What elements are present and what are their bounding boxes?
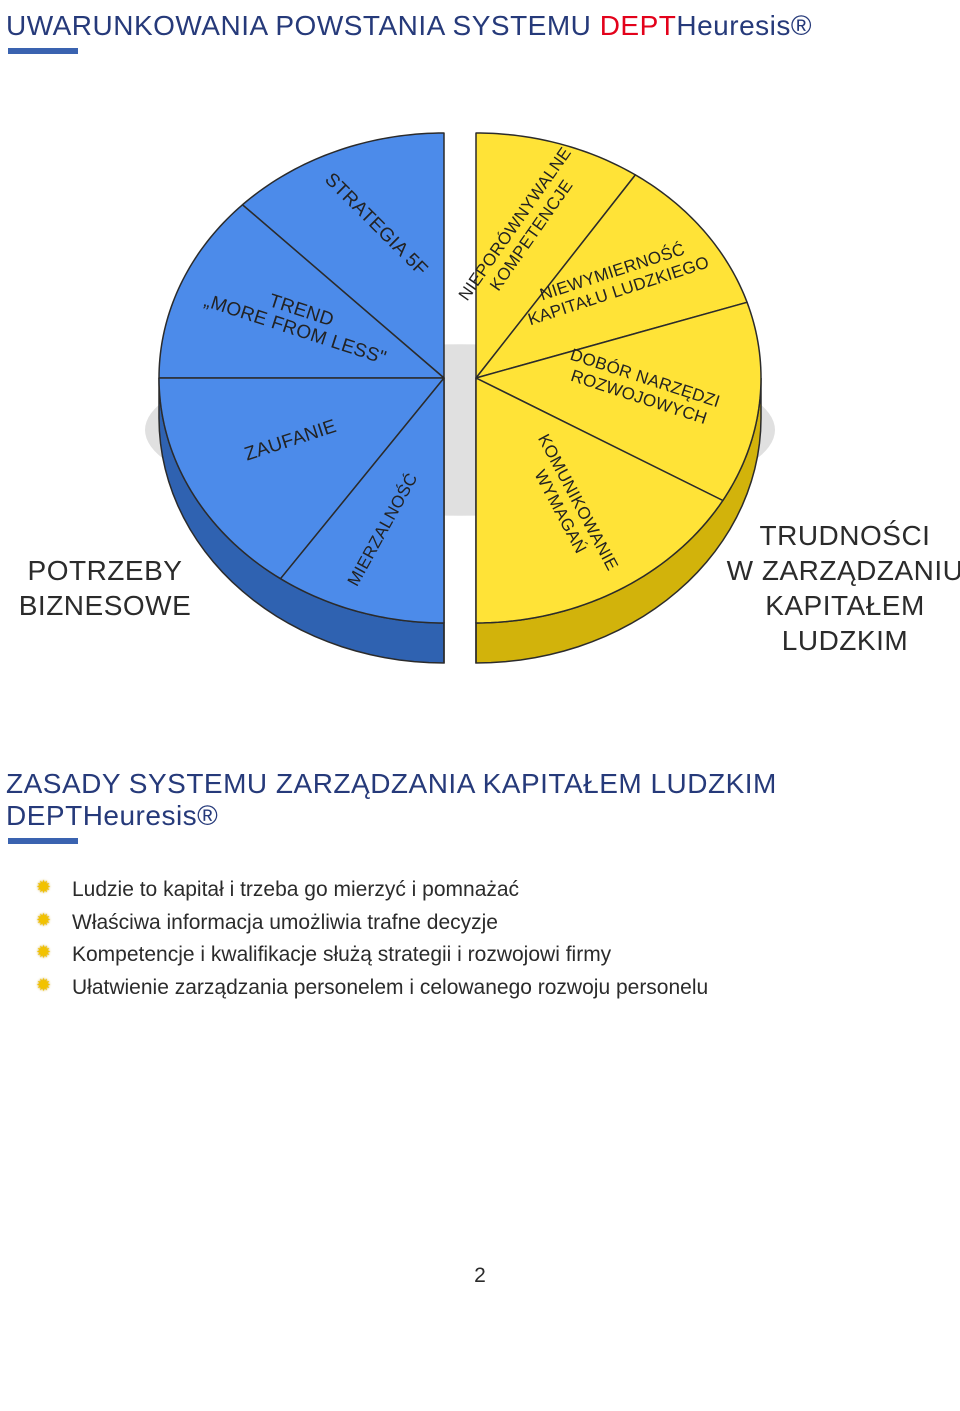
heading2-brand-a: DEPT bbox=[6, 800, 83, 831]
heading1-prefix: UWARUNKOWANIA POWSTANIA SYSTEMU bbox=[6, 10, 600, 41]
list-item: Właściwa informacja umożliwia trafne dec… bbox=[70, 907, 960, 940]
page: UWARUNKOWANIA POWSTANIA SYSTEMU DEPTHeur… bbox=[0, 10, 960, 1348]
heading2-prefix: ZASADY SYSTEMU ZARZĄDZANIA KAPITAŁEM LUD… bbox=[6, 768, 777, 799]
list-item: Kompetencje i kwalifikacje służą strateg… bbox=[70, 939, 960, 972]
side-label-right: TRUDNOŚCIW ZARZĄDZANIUKAPITAŁEMLUDZKIM bbox=[720, 518, 960, 658]
heading-rule bbox=[8, 48, 78, 54]
heading-rule-2 bbox=[8, 838, 78, 844]
side-label-left: POTRZEBYBIZNESOWE bbox=[0, 553, 210, 623]
heading-uwarunkowania: UWARUNKOWANIA POWSTANIA SYSTEMU DEPTHeur… bbox=[6, 10, 960, 42]
heading-zasady: ZASADY SYSTEMU ZARZĄDZANIA KAPITAŁEM LUD… bbox=[6, 768, 960, 832]
page-number: 2 bbox=[0, 1264, 960, 1288]
list-item: Ułatwienie zarządzania personelem i celo… bbox=[70, 972, 960, 1005]
principles-list: Ludzie to kapitał i trzeba go mierzyć i … bbox=[70, 874, 960, 1004]
heading1-brand-b: Heuresis® bbox=[676, 10, 812, 41]
pie-chart-area: STRATEGIA 5FTREND„MORE FROM LESS"ZAUFANI… bbox=[0, 78, 960, 698]
list-item: Ludzie to kapitał i trzeba go mierzyć i … bbox=[70, 874, 960, 907]
heading1-brand-a: DEPT bbox=[600, 10, 677, 41]
heading2-brand-b: Heuresis® bbox=[83, 800, 219, 831]
